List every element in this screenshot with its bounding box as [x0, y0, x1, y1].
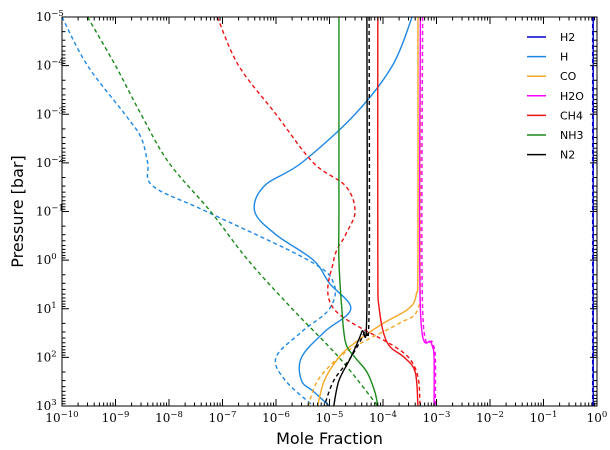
series-line-h2o-dashed [421, 17, 437, 406]
legend-label-h: H [560, 51, 568, 64]
x-tick-label: 10−9 [102, 410, 130, 425]
series-line-n2-dashed [323, 17, 371, 406]
x-tick-label: 10−5 [316, 410, 344, 425]
y-tick-label: 102 [36, 349, 57, 364]
x-tick-label: 10−1 [530, 410, 558, 425]
legend-label-n2: N2 [560, 149, 575, 162]
x-tick-label: 10−8 [155, 410, 183, 425]
x-tick-label: 10−4 [369, 410, 397, 425]
legend-label-h2: H2 [560, 31, 575, 44]
series-line-n2-solid [333, 17, 368, 406]
legend: H2 H CO H2O CH4 NH3 N2 [527, 31, 584, 162]
plot-frame [61, 16, 598, 407]
series-line-nh3-solid [338, 17, 379, 406]
series-line-co-solid [316, 17, 419, 406]
x-tick-label: 10−7 [209, 410, 237, 425]
legend-label-h2o: H2O [560, 90, 584, 103]
y-tick-label: 10−3 [36, 106, 64, 121]
legend-label-ch4: CH4 [560, 109, 583, 122]
x-tick-label: 10−2 [476, 410, 504, 425]
legend-label-co: CO [560, 70, 577, 83]
x-tick-label: 10−6 [262, 410, 290, 425]
x-tick-label: 10−3 [423, 410, 451, 425]
x-tick-label: 100 [587, 410, 608, 425]
series-layer [62, 17, 594, 406]
y-tick-label: 101 [36, 301, 57, 316]
series-line-h-dashed [62, 17, 337, 406]
series-line-h2o-solid [418, 17, 435, 406]
series-line-co-dashed [307, 17, 422, 406]
legend-label-nh3: NH3 [560, 129, 584, 142]
y-tick-label: 10−5 [36, 9, 64, 24]
y-tick-label: 10−4 [36, 58, 64, 73]
series-line-ch4-dashed [216, 17, 422, 406]
x-axis-title: Mole Fraction [276, 429, 383, 448]
series-line-nh3-dashed [86, 17, 379, 406]
y-tick-label: 10−1 [36, 204, 64, 219]
y-axis-title: Pressure [bar] [8, 155, 27, 267]
y-tick-label: 10−2 [36, 155, 64, 170]
y-tick-label: 100 [36, 252, 57, 267]
series-line-ch4-solid [377, 17, 419, 406]
ticks-layer: 10−10 10−9 10−8 10−7 10−6 10−5 10−4 10−3 10−2 10−… [36, 9, 607, 425]
series-line-h-solid [253, 17, 413, 406]
